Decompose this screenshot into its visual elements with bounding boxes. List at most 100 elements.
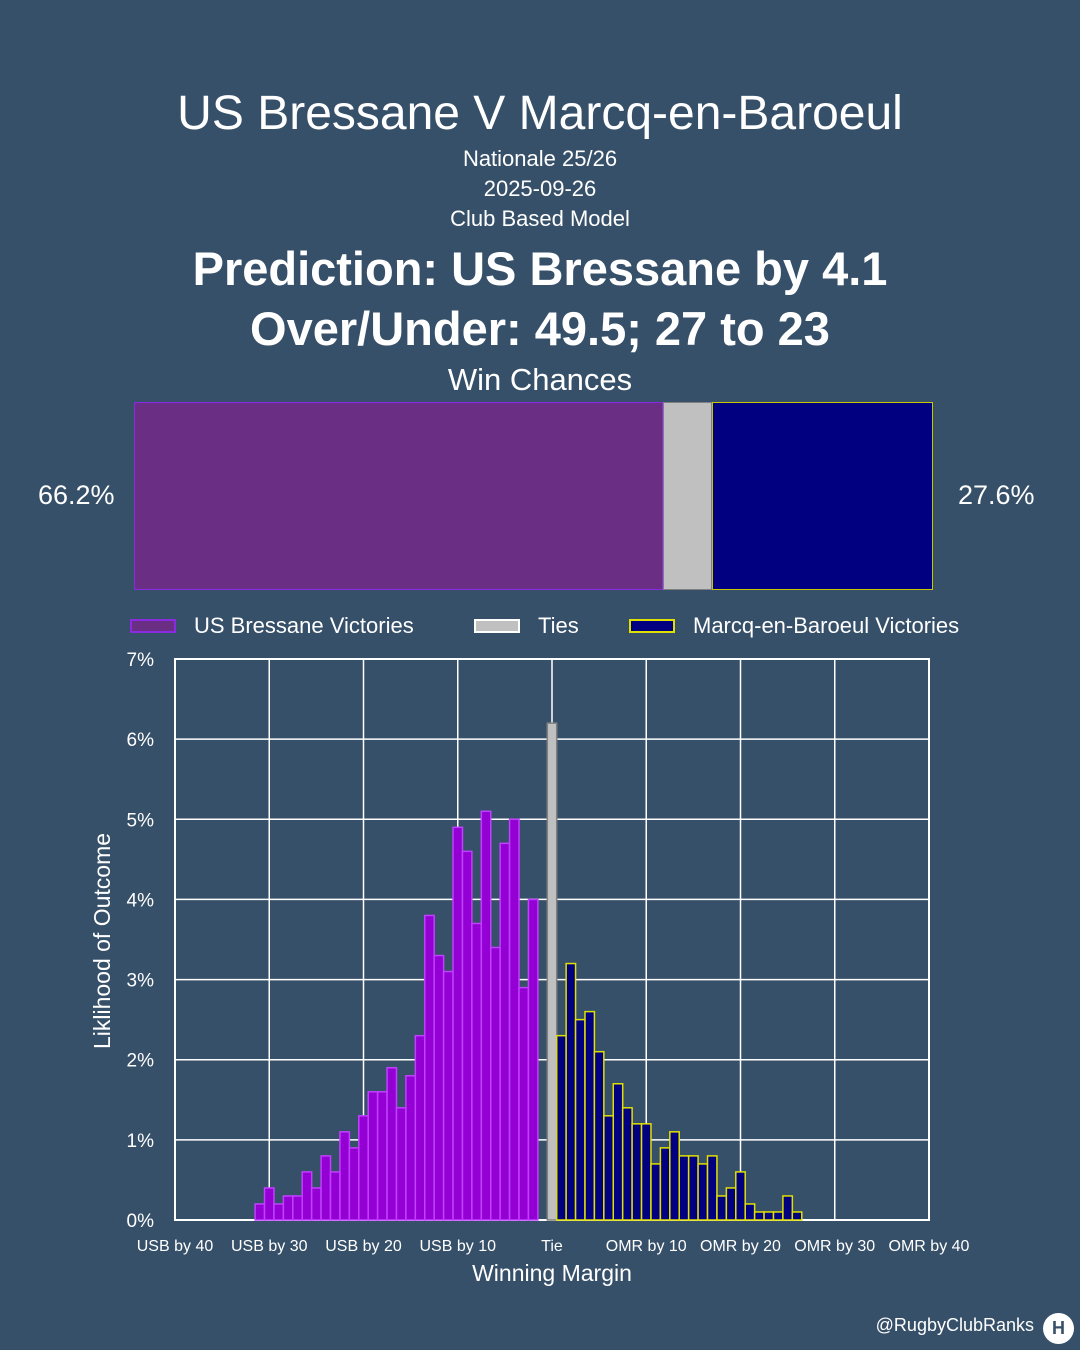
home-bar — [461, 850, 473, 1221]
win-chances-bar — [134, 402, 933, 592]
win-bar-tie-segment — [662, 402, 713, 590]
home-win-percentage: 66.2% — [38, 480, 115, 510]
y-tick-label: 7% — [127, 650, 155, 671]
y-axis-label: Liklihood of Outcome — [89, 833, 115, 1049]
away-bar — [744, 1203, 756, 1221]
home-bar — [282, 1195, 294, 1221]
x-tick-label: Tie — [541, 1238, 563, 1255]
home-bar — [320, 1155, 332, 1221]
home-bar — [471, 922, 483, 1221]
logo-icon: H — [1043, 1313, 1074, 1344]
away-bar — [584, 1010, 596, 1221]
away-bar — [631, 1123, 643, 1221]
legend-item-tie: Ties — [474, 610, 579, 642]
margin-histogram: USB by 40 USB by 30 USB by 20 USB by 10 Tie O… — [89, 650, 970, 1286]
home-bar — [489, 946, 501, 1221]
away-bar — [669, 1131, 680, 1221]
away-bar — [659, 1147, 671, 1221]
home-bar — [452, 826, 464, 1221]
home-bar — [414, 1034, 426, 1221]
home-bar — [339, 1131, 351, 1221]
home-bar — [527, 898, 539, 1221]
home-bar — [254, 1203, 266, 1221]
chart-title: US Bressane V Marcq-en-Baroeul — [177, 87, 903, 140]
home-bar — [358, 1115, 369, 1221]
y-tick-label: 2% — [127, 1051, 155, 1072]
x-tick-label: USB by 10 — [420, 1238, 497, 1255]
away-bar — [593, 1050, 605, 1221]
home-bar — [329, 1171, 341, 1221]
away-bar — [753, 1211, 765, 1221]
win-bar-away-segment — [712, 402, 933, 590]
win-bar-home-segment — [134, 402, 663, 590]
away-bar — [603, 1115, 615, 1221]
y-tick-label: 4% — [127, 890, 155, 911]
away-bar — [574, 1018, 586, 1221]
y-tick-label: 0% — [127, 1211, 155, 1232]
away-bar — [782, 1195, 794, 1221]
home-bar — [508, 818, 520, 1221]
away-bar — [555, 1034, 567, 1221]
x-tick-label: OMR by 40 — [889, 1238, 970, 1255]
home-bar — [424, 914, 435, 1221]
home-bar — [376, 1091, 388, 1221]
away-bar — [650, 1163, 662, 1221]
away-win-percentage: 27.6% — [958, 480, 1035, 510]
home-bar — [518, 986, 530, 1221]
legend-swatch-away — [629, 619, 675, 633]
y-tick-label: 3% — [127, 971, 155, 992]
home-bar — [386, 1066, 398, 1221]
tie-bar — [546, 722, 558, 1221]
away-bar — [697, 1163, 709, 1221]
away-bar — [612, 1083, 624, 1221]
home-bar — [310, 1187, 322, 1221]
model-name: Club Based Model — [450, 206, 630, 231]
y-tick-label: 6% — [127, 730, 155, 751]
home-bar — [480, 810, 492, 1221]
x-tick-label: USB by 20 — [325, 1238, 402, 1255]
win-chances-title: Win Chances — [447, 362, 633, 397]
away-bar — [565, 962, 577, 1221]
legend-item-home: US Bressane Victories — [130, 610, 414, 642]
prediction-text: Prediction: US Bressane by 4.1 — [192, 242, 888, 295]
histogram-bars — [254, 722, 803, 1221]
away-bar — [678, 1155, 690, 1221]
x-tick-label: USB by 40 — [137, 1238, 214, 1255]
x-tick-label: USB by 30 — [231, 1238, 308, 1255]
match-date: 2025-09-26 — [483, 176, 597, 201]
away-bar — [725, 1187, 737, 1221]
legend-label-away: Marcq-en-Baroeul Victories — [693, 613, 960, 638]
x-axis-label: Winning Margin — [472, 1260, 632, 1286]
home-bar — [433, 954, 445, 1221]
x-tick-label: OMR by 30 — [794, 1238, 875, 1255]
home-bar — [499, 842, 511, 1221]
legend-swatch-home — [130, 619, 176, 633]
x-tick-label: OMR by 20 — [700, 1238, 781, 1255]
away-bar — [791, 1211, 803, 1221]
away-bar — [640, 1123, 652, 1221]
home-bar — [301, 1171, 313, 1221]
over-under-text: Over/Under: 49.5; 27 to 23 — [250, 302, 830, 355]
legend: US Bressane Victories Ties Marcq-en-Baro… — [0, 610, 1080, 642]
x-tick-label: OMR by 10 — [606, 1238, 687, 1255]
legend-item-away: Marcq-en-Baroeul Victories — [629, 610, 959, 642]
away-bar — [772, 1211, 784, 1221]
away-bar — [621, 1107, 633, 1221]
y-tick-label: 1% — [127, 1131, 155, 1152]
home-bar — [405, 1074, 417, 1221]
chart-axes: USB by 40 USB by 30 USB by 20 USB by 10 Tie O… — [127, 650, 970, 1255]
away-bar — [716, 1195, 728, 1221]
home-bar — [263, 1187, 275, 1221]
league-subtitle: Nationale 25/26 — [462, 146, 618, 171]
footer-handle: @RugbyClubRanks — [875, 1315, 1034, 1335]
home-bar — [273, 1203, 285, 1221]
home-bar — [442, 970, 454, 1221]
home-bar — [292, 1195, 303, 1221]
home-bar — [348, 1147, 360, 1221]
legend-label-home: US Bressane Victories — [194, 613, 414, 638]
y-tick-label: 5% — [127, 810, 155, 831]
away-bar — [735, 1171, 746, 1221]
home-bar — [395, 1107, 407, 1221]
home-bar — [367, 1091, 379, 1221]
legend-swatch-tie — [474, 619, 520, 633]
